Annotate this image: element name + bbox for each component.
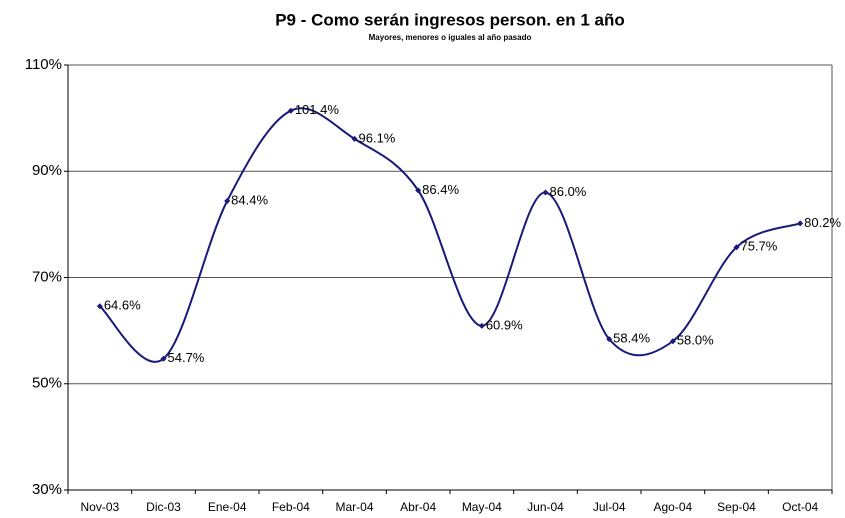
x-tick-label: Sep-04 bbox=[717, 500, 756, 514]
chart-subtitle: Mayores, menores o iguales al año pasado bbox=[369, 33, 532, 42]
x-tick-label: Feb-04 bbox=[272, 500, 310, 514]
x-tick-label: Abr-04 bbox=[400, 500, 436, 514]
x-tick-label: Jul-04 bbox=[593, 500, 626, 514]
data-point bbox=[287, 107, 294, 114]
data-label: 96.1% bbox=[359, 130, 396, 145]
y-tick-label: 50% bbox=[32, 375, 62, 392]
data-label: 58.0% bbox=[677, 333, 714, 348]
y-tick-label: 90% bbox=[32, 162, 62, 179]
y-tick-label: 110% bbox=[25, 56, 62, 73]
x-tick-label: Ene-04 bbox=[208, 500, 247, 514]
data-point bbox=[351, 135, 358, 142]
series-line bbox=[99, 107, 801, 363]
x-tick-label: May-04 bbox=[462, 500, 502, 514]
data-point bbox=[797, 220, 804, 227]
data-label: 86.4% bbox=[422, 182, 459, 197]
data-label: 84.4% bbox=[231, 192, 268, 207]
data-label: 54.7% bbox=[168, 350, 205, 365]
data-label: 64.6% bbox=[104, 298, 141, 313]
x-tick-label: Oct-04 bbox=[782, 500, 818, 514]
y-tick-label: 30% bbox=[32, 481, 62, 498]
data-label: 60.9% bbox=[486, 317, 523, 332]
data-point bbox=[606, 336, 613, 343]
data-point bbox=[542, 189, 549, 196]
x-tick-label: Dic-03 bbox=[146, 500, 181, 514]
data-point bbox=[415, 187, 422, 194]
data-point bbox=[478, 322, 485, 329]
data-point bbox=[733, 244, 740, 251]
data-label: 86.0% bbox=[550, 184, 587, 199]
data-label: 58.4% bbox=[613, 331, 650, 346]
x-tick-label: Mar-04 bbox=[335, 500, 373, 514]
x-tick-label: Jun-04 bbox=[527, 500, 564, 514]
data-label: 101.4% bbox=[295, 102, 340, 117]
x-tick-label: Ago-04 bbox=[653, 500, 692, 514]
y-tick-label: 70% bbox=[32, 268, 62, 285]
data-point bbox=[160, 355, 167, 362]
x-tick-label: Nov-03 bbox=[80, 500, 119, 514]
data-label: 80.2% bbox=[804, 215, 841, 230]
data-point bbox=[669, 338, 676, 345]
data-point bbox=[224, 198, 231, 204]
chart-title: P9 - Como serán ingresos person. en 1 añ… bbox=[275, 10, 625, 29]
data-label: 75.7% bbox=[741, 239, 778, 254]
data-point bbox=[96, 303, 103, 310]
